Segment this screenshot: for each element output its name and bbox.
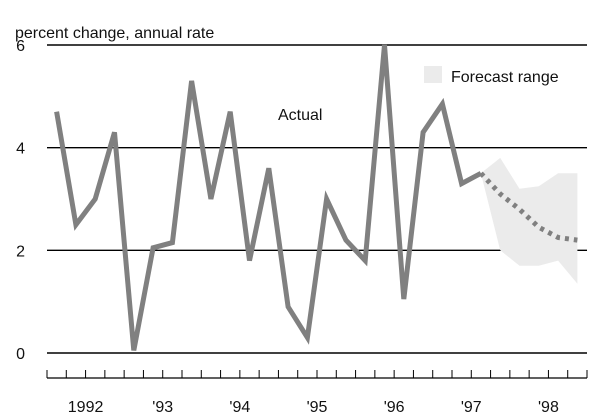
x-axis: 0 2 4 6 1992 '93 '94 '95 '96 '97 '98 (16, 38, 588, 415)
labels: percent change, annual rate Actual Forec… (15, 25, 559, 124)
forecast-legend-label: Forecast range (451, 69, 559, 86)
forecast-legend-swatch (424, 66, 442, 83)
y-tick-label: 6 (16, 38, 25, 55)
forecast-range-band (480, 157, 578, 284)
x-tick-label: '95 (307, 399, 328, 415)
x-tick-label: 1992 (68, 399, 104, 415)
series-lines (54, 44, 578, 351)
y-axis-title: percent change, annual rate (15, 25, 214, 42)
x-tick-label: '96 (384, 399, 405, 415)
x-tick-label: '97 (461, 399, 482, 415)
y-tick-label: 4 (16, 141, 25, 158)
forecast-line (479, 171, 578, 243)
x-tick-label: '93 (152, 399, 173, 415)
forecast-band-layer (480, 157, 578, 284)
y-tick-label: 0 (16, 346, 25, 363)
x-tick-label: '98 (538, 399, 559, 415)
y-tick-label: 2 (16, 243, 25, 260)
x-tick-label: '94 (229, 399, 250, 415)
actual-annotation: Actual (278, 107, 322, 124)
